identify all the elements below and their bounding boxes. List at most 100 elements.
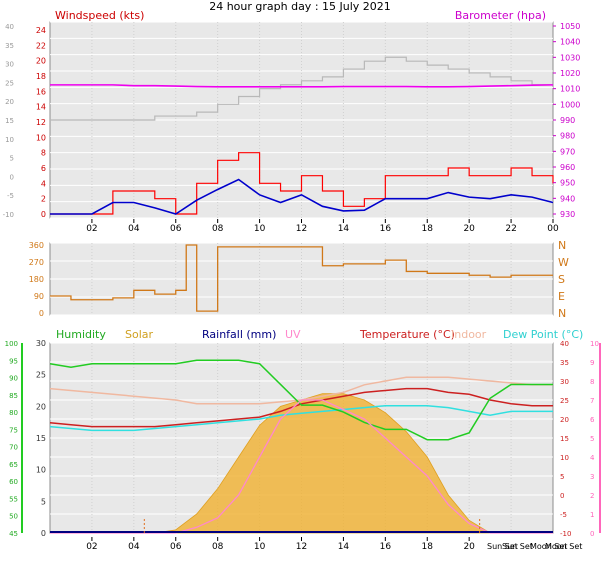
- windspeed-tick: 14: [36, 103, 46, 112]
- barometer-axis-ticks: 1050 1040 1030 1020 1010 1000 990 980 970 960 950 9…: [553, 22, 580, 219]
- grey-tick: 20: [5, 98, 14, 106]
- solar-axis-ticks: 30 25 20 15 10 5 0: [36, 339, 46, 538]
- sun-set-label: Sun Set: [487, 542, 518, 551]
- x-tick-label: 16: [380, 224, 392, 234]
- grey-tick: 5: [10, 155, 14, 163]
- uv-tick: 7: [590, 397, 594, 405]
- x-tick-label: 10: [254, 224, 266, 234]
- windspeed-tick: 10: [36, 133, 46, 142]
- barometer-tick: 1040: [560, 38, 580, 47]
- windspeed-tick: 24: [36, 26, 46, 35]
- wind-panel-grid: [50, 21, 553, 219]
- wind-direction-series: [50, 244, 553, 312]
- sun-set-label: Sun Set: [502, 542, 533, 551]
- x-tick-label: 04: [128, 542, 140, 552]
- legend-rainfall: Rainfall (mm): [202, 328, 276, 341]
- humidity-tick: 80: [9, 409, 18, 417]
- barometer-tick: 990: [560, 116, 575, 125]
- windspeed-tick: 6: [41, 164, 46, 173]
- x-tick-label: 10: [254, 542, 266, 552]
- barometer-tick: 950: [560, 179, 575, 188]
- x-tick-label: 08: [212, 224, 224, 234]
- x-tick-label: 06: [170, 224, 182, 234]
- wind-direction-line: [50, 244, 553, 312]
- humidity-tick: 95: [9, 357, 18, 365]
- grey-tick: 25: [5, 79, 14, 87]
- windspeed-tick: 20: [36, 57, 46, 66]
- wind-average-series: [50, 178, 554, 215]
- barometer-tick: 1030: [560, 53, 580, 62]
- temperature-tick: 10: [560, 454, 569, 462]
- x-tick-label: 16: [380, 542, 392, 552]
- degree-tick: 270: [29, 258, 44, 267]
- climate-panel-x-axis: 02 04 06 08 10 12 14 16 18 20: [86, 537, 475, 552]
- barometer-tick: 930: [560, 210, 575, 219]
- barometer-axis-label: Barometer (hpa): [455, 9, 546, 22]
- uv-tick: 8: [590, 378, 594, 386]
- uv-tick: 1: [590, 511, 594, 519]
- x-tick-label: 12: [296, 542, 307, 552]
- windspeed-tick: 22: [36, 41, 46, 50]
- solar-tick: 30: [36, 339, 46, 348]
- solar-tick: 10: [36, 466, 46, 475]
- barometer-tick: 960: [560, 163, 575, 172]
- windspeed-axis-label: Windspeed (kts): [55, 9, 144, 22]
- grey-tick: 30: [5, 61, 14, 69]
- temperature-tick: 25: [560, 397, 569, 405]
- barometer-tick: 980: [560, 132, 575, 141]
- wind-panel-x-axis: 02 04 06 08 10 12 14 16 18 20 22 00: [86, 219, 559, 234]
- temperature-tick: 40: [560, 340, 569, 348]
- windspeed-tick: 0: [41, 210, 46, 219]
- humidity-tick: 60: [9, 478, 18, 486]
- humidity-tick: 90: [9, 375, 18, 383]
- compass-tick: E: [558, 290, 565, 303]
- x-tick-label: 06: [170, 542, 182, 552]
- humidity-tick: 100: [5, 340, 18, 348]
- humidity-tick: 75: [9, 426, 18, 434]
- temperature-tick: -10: [560, 530, 571, 538]
- legend-dew-point: Dew Point (°C): [503, 328, 583, 341]
- x-tick-label: 12: [296, 224, 307, 234]
- humidity-line: [49, 359, 553, 441]
- degree-tick: 90: [34, 292, 44, 301]
- humidity-series: [49, 359, 553, 441]
- wind-average-line: [50, 178, 554, 215]
- humidity-tick: 50: [9, 513, 18, 521]
- grey-tick: 15: [5, 117, 14, 125]
- solar-tick: 0: [41, 529, 46, 538]
- windspeed-tick: 2: [41, 195, 46, 204]
- x-tick-label: 00: [547, 224, 559, 234]
- temperature-tick: 35: [560, 359, 569, 367]
- chart-title: 24 hour graph day : 15 July 2021: [209, 0, 391, 13]
- uv-tick: 9: [590, 359, 594, 367]
- solar-tick: 25: [36, 371, 46, 380]
- legend-humidity: Humidity: [56, 328, 106, 341]
- grey-tick: 0: [10, 173, 14, 181]
- barometer-tick: 970: [560, 147, 575, 156]
- barometer-tick: 1020: [560, 69, 580, 78]
- solar-tick: 20: [36, 402, 46, 411]
- grey-tick: -10: [3, 211, 14, 219]
- windspeed-tick: 8: [41, 149, 46, 158]
- windspeed-tick: 18: [36, 72, 46, 81]
- x-tick-label: 18: [422, 542, 434, 552]
- temperature-tick: 5: [560, 473, 564, 481]
- temperature-tick: 20: [560, 416, 569, 424]
- barometer-tick: 940: [560, 194, 575, 203]
- degree-tick: 360: [29, 241, 44, 250]
- x-tick-label: 02: [86, 224, 97, 234]
- temperature-tick: -5: [560, 511, 567, 519]
- windspeed-series: [50, 152, 554, 215]
- uv-tick: 5: [590, 435, 594, 443]
- legend-uv: UV: [285, 328, 301, 341]
- x-tick-label: 08: [212, 542, 224, 552]
- x-tick-label: 14: [338, 224, 350, 234]
- barometer-line: [50, 84, 554, 88]
- windspeed-tick: 16: [36, 87, 46, 96]
- solar-tick: 5: [41, 497, 46, 506]
- grey-trace-line: [50, 56, 553, 121]
